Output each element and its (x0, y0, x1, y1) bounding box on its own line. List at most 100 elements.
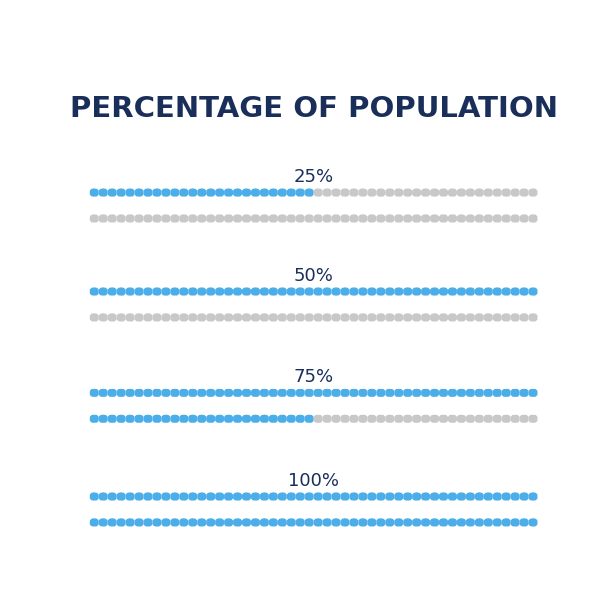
Circle shape (523, 314, 525, 317)
FancyBboxPatch shape (323, 390, 331, 396)
Bar (200, 420, 201, 421)
Bar (202, 420, 203, 421)
Circle shape (281, 215, 283, 218)
Circle shape (460, 288, 463, 291)
Bar (345, 219, 346, 221)
FancyBboxPatch shape (466, 215, 474, 222)
Bar (283, 420, 284, 421)
Bar (138, 293, 139, 294)
FancyBboxPatch shape (485, 416, 492, 422)
FancyBboxPatch shape (377, 314, 384, 321)
Circle shape (102, 314, 105, 317)
Bar (469, 219, 470, 221)
Bar (184, 394, 185, 395)
Bar (130, 498, 132, 499)
FancyBboxPatch shape (91, 215, 98, 222)
Bar (451, 293, 452, 294)
Circle shape (344, 390, 346, 392)
Bar (471, 293, 472, 294)
FancyBboxPatch shape (162, 416, 170, 422)
Bar (308, 523, 309, 524)
Bar (281, 193, 282, 195)
Bar (408, 523, 409, 524)
Bar (488, 394, 490, 395)
Bar (113, 498, 114, 499)
Circle shape (523, 416, 525, 418)
FancyBboxPatch shape (198, 390, 206, 396)
Circle shape (424, 288, 427, 291)
Bar (353, 293, 354, 294)
Bar (182, 498, 184, 499)
FancyBboxPatch shape (180, 416, 187, 422)
Bar (299, 498, 300, 499)
FancyBboxPatch shape (243, 493, 250, 500)
Bar (408, 219, 409, 221)
Bar (406, 420, 408, 421)
Bar (182, 420, 184, 421)
Circle shape (165, 288, 167, 291)
Bar (415, 318, 416, 319)
FancyBboxPatch shape (207, 390, 214, 396)
FancyBboxPatch shape (476, 390, 483, 396)
Bar (166, 498, 167, 499)
FancyBboxPatch shape (278, 390, 286, 396)
Bar (424, 318, 425, 319)
Circle shape (442, 493, 445, 496)
Bar (451, 498, 452, 499)
Bar (292, 219, 293, 221)
Circle shape (469, 519, 472, 522)
Bar (182, 219, 184, 221)
Bar (515, 394, 517, 395)
FancyBboxPatch shape (234, 390, 241, 396)
Circle shape (254, 314, 257, 317)
Bar (370, 318, 371, 319)
Bar (238, 394, 239, 395)
Circle shape (236, 519, 239, 522)
Bar (408, 318, 409, 319)
Circle shape (120, 288, 122, 291)
FancyBboxPatch shape (359, 288, 367, 295)
Bar (513, 498, 515, 499)
FancyBboxPatch shape (91, 416, 98, 422)
Bar (523, 219, 524, 221)
Circle shape (272, 288, 275, 291)
Bar (462, 219, 463, 221)
Circle shape (174, 189, 176, 192)
Bar (343, 193, 345, 195)
Bar (326, 523, 327, 524)
Bar (488, 318, 490, 319)
Circle shape (370, 189, 373, 192)
FancyBboxPatch shape (502, 390, 510, 396)
Bar (229, 523, 230, 524)
FancyBboxPatch shape (341, 416, 349, 422)
Bar (111, 394, 112, 395)
Circle shape (165, 215, 167, 218)
FancyBboxPatch shape (493, 416, 501, 422)
Circle shape (290, 519, 293, 522)
Bar (498, 420, 499, 421)
FancyBboxPatch shape (485, 519, 492, 526)
Bar (451, 219, 452, 221)
Bar (300, 293, 302, 294)
Bar (460, 420, 461, 421)
FancyBboxPatch shape (315, 493, 322, 500)
FancyBboxPatch shape (144, 390, 152, 396)
Bar (200, 498, 201, 499)
Bar (184, 293, 185, 294)
FancyBboxPatch shape (413, 314, 420, 321)
FancyBboxPatch shape (153, 215, 161, 222)
FancyBboxPatch shape (458, 314, 465, 321)
FancyBboxPatch shape (485, 189, 492, 196)
Bar (453, 193, 454, 195)
Circle shape (308, 493, 310, 496)
Bar (515, 498, 517, 499)
FancyBboxPatch shape (126, 314, 134, 321)
FancyBboxPatch shape (118, 519, 125, 526)
Bar (471, 498, 472, 499)
Bar (130, 318, 132, 319)
FancyBboxPatch shape (315, 390, 322, 396)
Bar (390, 394, 391, 395)
FancyBboxPatch shape (108, 189, 116, 196)
Circle shape (174, 215, 176, 218)
Bar (417, 193, 418, 195)
